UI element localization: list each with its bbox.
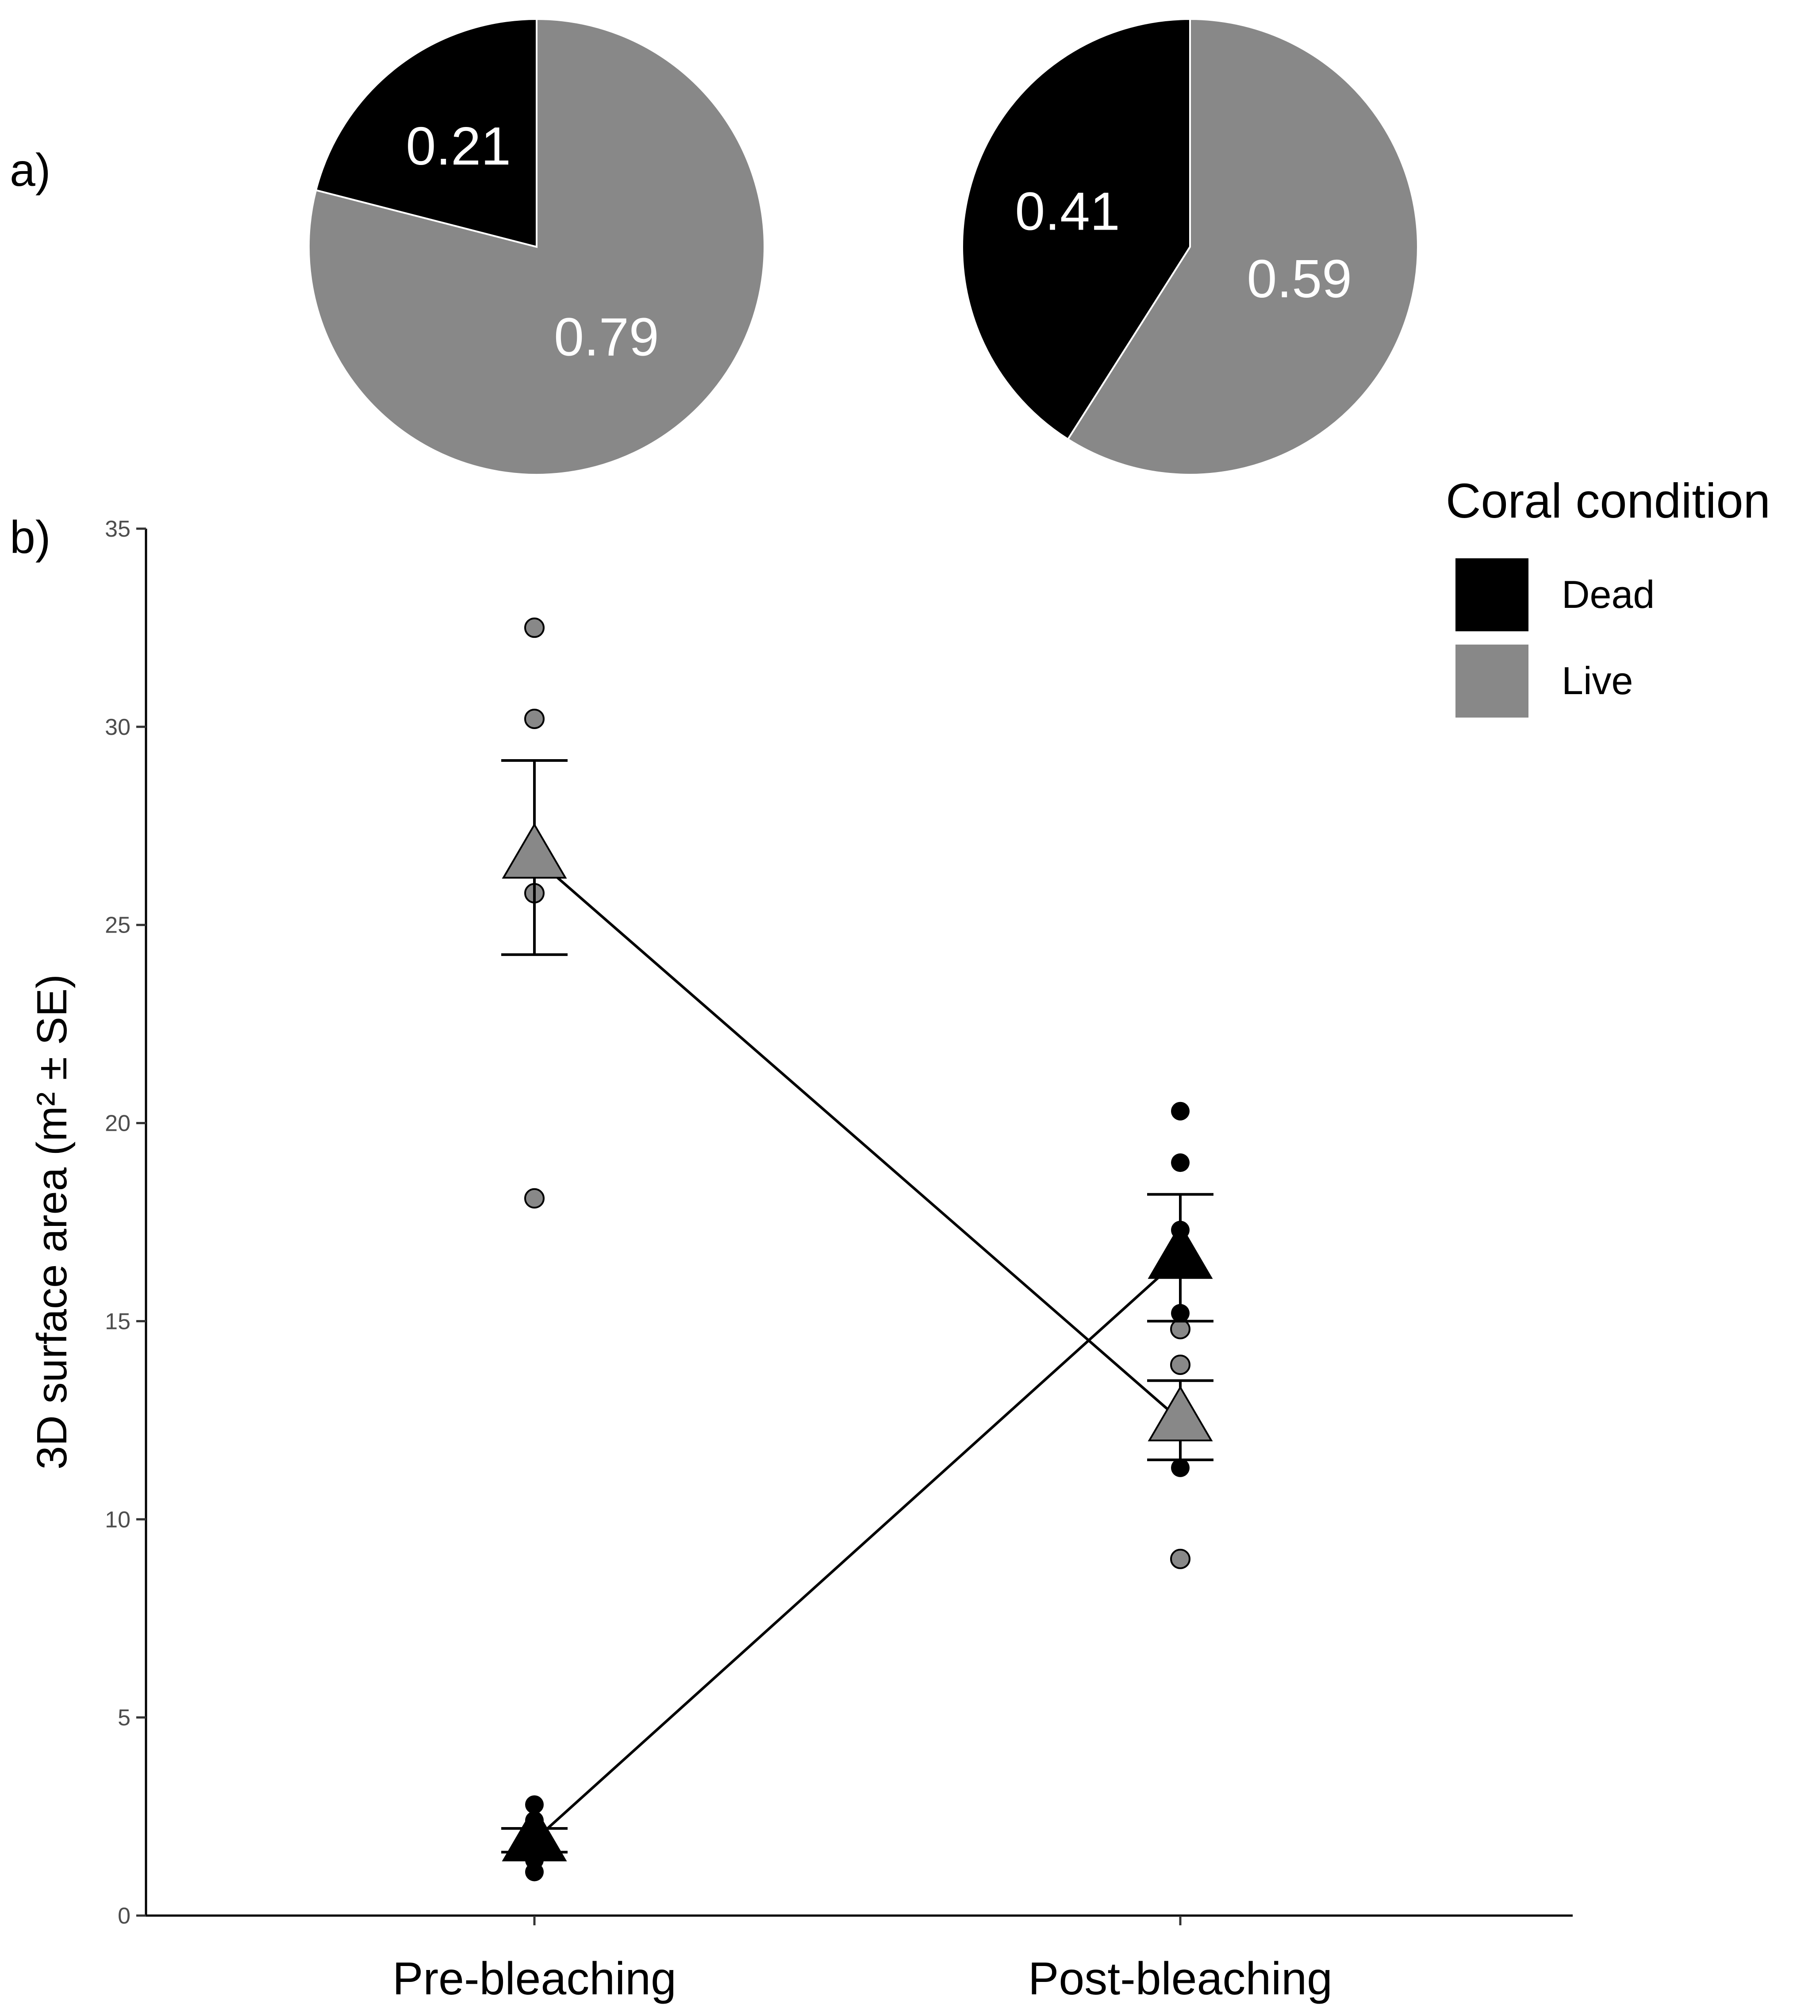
- y-tick-label-15: 15: [105, 1309, 131, 1334]
- pie-1-slice-dead: [315, 18, 538, 248]
- y-tick-label-20: 20: [105, 1111, 131, 1137]
- legend-label-dead: Dead: [1562, 572, 1655, 616]
- x-tick-label-post-bleaching: Post-bleaching: [1028, 1953, 1332, 2004]
- pie-charts: 0.21 0.79 0.41 0.59: [308, 18, 1419, 476]
- panel-label-a: a): [10, 145, 50, 196]
- y-tick-label-10: 10: [105, 1507, 131, 1532]
- mean-marker-live-1: [1148, 1385, 1213, 1441]
- point-live-1: [524, 708, 545, 729]
- point-dead-8: [1171, 1458, 1190, 1477]
- y-tick-label-5: 5: [118, 1705, 131, 1731]
- legend-key-dead: [1455, 558, 1528, 631]
- point-dead-4: [1171, 1102, 1190, 1121]
- pie-1-label-dead: 0.21: [406, 116, 511, 176]
- pie-2-label-live: 0.59: [1247, 249, 1352, 309]
- point-dead-3: [525, 1862, 544, 1882]
- panel-label-b: b): [10, 512, 50, 563]
- y-tick-label-30: 30: [105, 714, 131, 740]
- mean-marker-dead-1: [1148, 1223, 1213, 1279]
- legend-key-live: [1455, 645, 1528, 718]
- mean-marker-live-0: [502, 823, 567, 879]
- scatter-plot: 0 5 10 15 20 25 30 35 Pre-bleaching Post-bleachi…: [28, 516, 1573, 2004]
- y-tick-label-25: 25: [105, 913, 131, 938]
- mean-marker-dead-0: [502, 1805, 567, 1862]
- point-dead-5: [1171, 1153, 1190, 1172]
- y-axis-title: 3D surface area (m² ± SE): [28, 974, 76, 1470]
- point-live-3: [524, 1188, 545, 1209]
- pie-2-slice-dead: [961, 18, 1191, 441]
- y-tick-label-0: 0: [118, 1903, 131, 1929]
- mean-line-live: [534, 856, 1181, 1421]
- point-live-4: [1170, 1319, 1190, 1340]
- legend-label-live: Live: [1562, 659, 1633, 703]
- pie-1-label-live: 0.79: [554, 307, 659, 367]
- x-tick-label-pre-bleaching: Pre-bleaching: [392, 1953, 676, 2004]
- point-live-0: [524, 617, 545, 638]
- pie-2-slice-live: [1067, 18, 1419, 476]
- pie-2-label-dead: 0.41: [1015, 181, 1120, 242]
- point-live-6: [1170, 1548, 1190, 1569]
- point-live-5: [1170, 1354, 1190, 1375]
- mean-line-dead: [533, 1256, 1182, 1842]
- legend-title: Coral condition: [1446, 474, 1770, 528]
- pie-1-slice-live: [308, 18, 765, 476]
- legend: Coral condition Dead Live: [1446, 474, 1770, 718]
- y-tick-label-35: 35: [105, 516, 131, 542]
- point-dead-0: [525, 1795, 544, 1814]
